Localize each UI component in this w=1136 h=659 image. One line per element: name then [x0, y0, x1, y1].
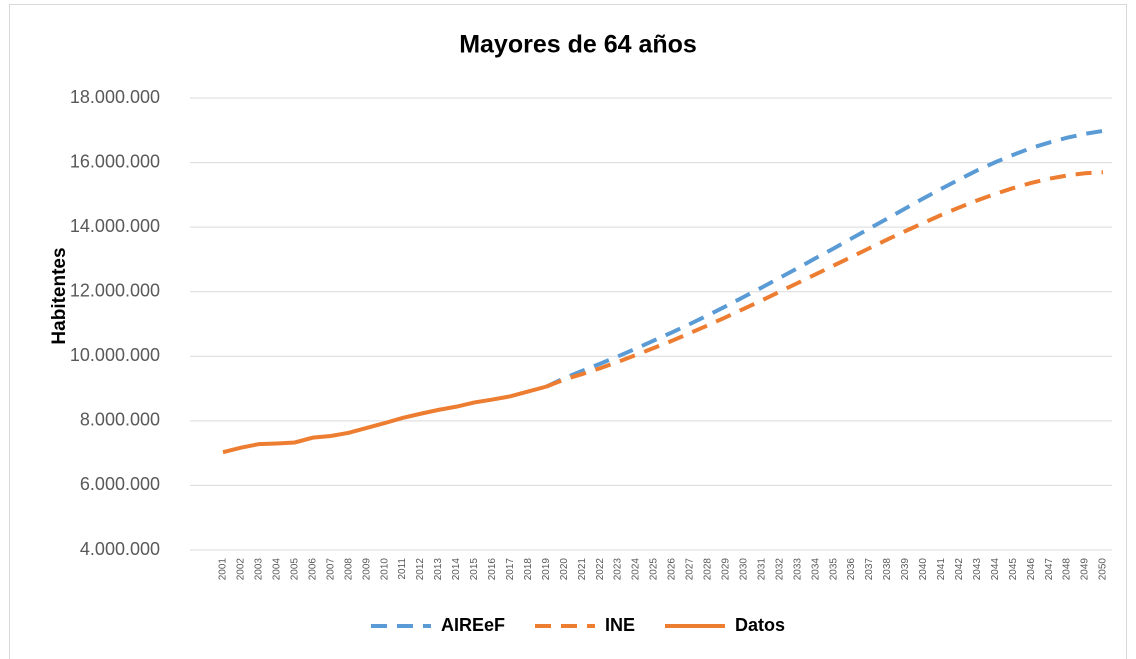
x-tick-label: 2019 — [541, 558, 552, 581]
legend-label: Datos — [735, 615, 785, 635]
x-tick-label: 2022 — [595, 558, 606, 581]
y-tick-label: 18.000.000 — [70, 87, 160, 107]
x-tick-label: 2009 — [361, 558, 372, 581]
x-tick-label: 2027 — [685, 558, 696, 581]
y-tick-label: 4.000.000 — [80, 539, 160, 559]
y-tick-label: 8.000.000 — [80, 410, 160, 430]
y-tick-label: 12.000.000 — [70, 280, 160, 300]
x-tick-label: 2049 — [1080, 558, 1091, 581]
x-tick-label: 2033 — [792, 558, 803, 581]
x-tick-label: 2047 — [1044, 558, 1055, 581]
x-tick-label: 2003 — [254, 558, 265, 581]
x-tick-label: 2002 — [236, 558, 247, 581]
series-line — [545, 128, 1104, 389]
x-tick-label: 2017 — [505, 558, 516, 581]
x-tick-label: 2008 — [343, 558, 354, 581]
x-tick-label: 2028 — [703, 558, 714, 581]
x-tick-label: 2042 — [954, 558, 965, 581]
x-tick-label: 2012 — [415, 558, 426, 581]
x-tick-label: 2013 — [433, 558, 444, 581]
x-tick-label: 2006 — [307, 558, 318, 581]
x-tick-label: 2004 — [272, 558, 283, 581]
x-tick-label: 2020 — [559, 558, 570, 581]
x-tick-label: 2023 — [613, 558, 624, 581]
x-tick-label: 2016 — [487, 558, 498, 581]
x-tick-label: 2001 — [218, 558, 229, 581]
x-tick-label: 2035 — [828, 558, 839, 581]
legend-label: AIREeF — [441, 615, 505, 635]
y-axis-title: Habitentes — [49, 247, 70, 344]
x-tick-label: 2015 — [469, 558, 480, 581]
x-tick-label: 2029 — [721, 558, 732, 581]
legend-label: INE — [605, 615, 635, 635]
x-tick-label: 2030 — [738, 558, 749, 581]
x-tick-label: 2048 — [1062, 558, 1073, 581]
x-tick-label: 2021 — [577, 558, 588, 581]
chart-border — [9, 4, 1127, 659]
x-tick-label: 2005 — [289, 558, 300, 581]
chart-title: Mayores de 64 años — [459, 31, 697, 59]
x-tick-label: 2024 — [631, 558, 642, 581]
x-tick-label: 2037 — [864, 558, 875, 581]
x-tick-label: 2025 — [649, 558, 660, 581]
x-tick-label: 2050 — [1098, 558, 1109, 581]
x-tick-label: 2040 — [918, 558, 929, 581]
x-tick-label: 2010 — [379, 558, 390, 581]
y-tick-label: 14.000.000 — [70, 216, 160, 236]
x-tick-label: 2018 — [523, 558, 534, 581]
x-tick-label: 2041 — [936, 558, 947, 581]
x-tick-label: 2039 — [900, 558, 911, 581]
x-tick-label: 2038 — [882, 558, 893, 581]
y-tick-label: 16.000.000 — [70, 151, 160, 171]
x-tick-label: 2036 — [846, 558, 857, 581]
x-tick-label: 2007 — [325, 558, 336, 581]
x-tick-label: 2043 — [972, 558, 983, 581]
series-line — [222, 384, 547, 455]
x-tick-label: 2034 — [810, 558, 821, 581]
x-tick-label: 2044 — [990, 558, 1001, 581]
x-tick-label: 2045 — [1008, 558, 1019, 581]
x-tick-label: 2014 — [451, 558, 462, 581]
x-tick-label: 2032 — [774, 558, 785, 581]
x-tick-label: 2031 — [756, 558, 767, 581]
x-tick-label: 2026 — [667, 558, 678, 581]
y-tick-label: 6.000.000 — [80, 474, 160, 494]
y-tick-label: 10.000.000 — [70, 345, 160, 365]
x-tick-label: 2046 — [1026, 558, 1037, 581]
x-tick-label: 2011 — [397, 558, 408, 580]
series-line — [545, 170, 1104, 389]
